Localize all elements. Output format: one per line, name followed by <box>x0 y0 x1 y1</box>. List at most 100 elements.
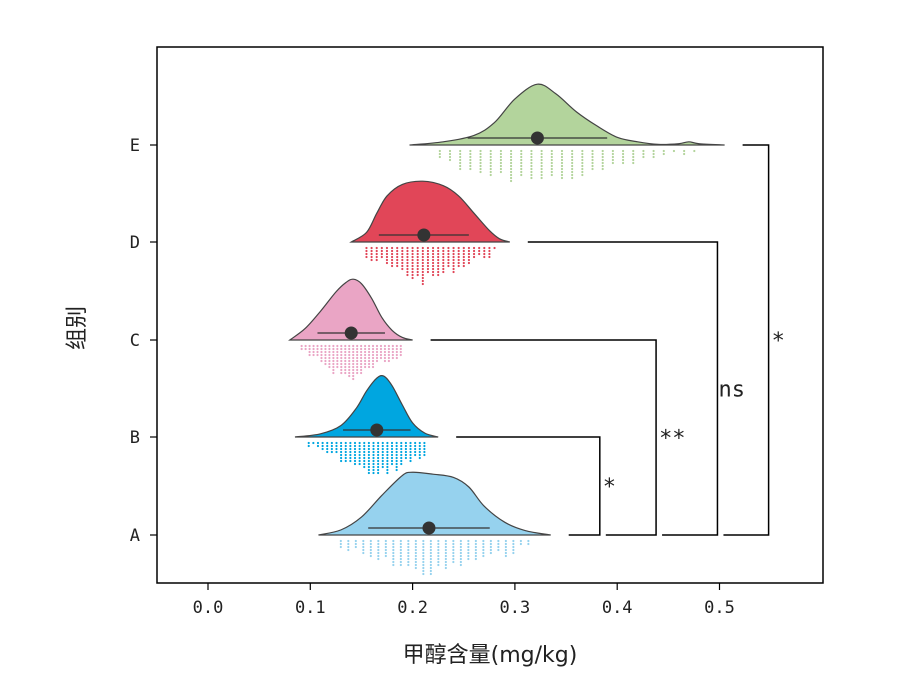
rain-dot-E <box>499 164 503 168</box>
rain-dot-D <box>452 270 455 274</box>
rain-dot-C <box>395 353 398 357</box>
rain-dot-C <box>328 362 331 366</box>
rain-dot-E <box>550 158 553 162</box>
rain-dot-E <box>683 152 686 156</box>
rain-dot-B <box>418 441 421 445</box>
rain-dot-B <box>353 453 357 457</box>
rain-dot-D <box>437 273 440 277</box>
rain-dot-D <box>411 273 414 277</box>
rain-dot-E <box>683 149 686 153</box>
rain-dot-A <box>414 557 417 561</box>
rain-dot-B <box>349 459 352 463</box>
rain-dot-E <box>571 149 574 153</box>
rain-dot-C <box>395 356 398 360</box>
rain-dot-D <box>365 246 368 250</box>
rain-dot-B <box>377 447 380 451</box>
rain-dot-C <box>324 359 327 363</box>
rain-dot-B <box>395 453 398 457</box>
rain-dot-A <box>422 548 425 552</box>
rain-dot-A <box>429 572 432 576</box>
rain-dot-C <box>364 347 367 351</box>
rain-dot-C <box>371 362 375 366</box>
rain-dot-C <box>360 353 363 357</box>
rain-dot-C <box>364 359 367 363</box>
rain-dot-C <box>344 356 347 360</box>
rain-dot-C <box>379 356 383 360</box>
rain-dot-B <box>395 468 398 472</box>
rain-dot-A <box>399 560 402 564</box>
rain-dot-A <box>377 557 380 561</box>
rain-dot-C <box>364 344 367 348</box>
rain-dot-D <box>380 252 383 256</box>
rain-dot-B <box>358 444 361 448</box>
rain-dot-A <box>399 539 402 543</box>
rain-dot-C <box>348 347 351 351</box>
rain-dot-D <box>396 258 399 262</box>
rain-dot-E <box>530 152 533 156</box>
y-tick-label-C: C <box>130 331 140 351</box>
rain-dot-A <box>444 551 447 555</box>
rain-dot-B <box>367 462 370 466</box>
rain-dot-E <box>581 155 584 159</box>
rain-dot-D <box>416 249 419 253</box>
rain-dot-D <box>396 249 399 253</box>
rain-dot-C <box>375 356 379 360</box>
rain-dot-D <box>457 252 460 256</box>
rain-dot-D <box>457 246 460 250</box>
rain-dot-D <box>483 255 486 259</box>
rain-dot-B <box>372 468 375 472</box>
rain-dot-A <box>339 545 342 549</box>
rain-dot-D <box>365 255 368 259</box>
rain-dot-E <box>591 155 594 159</box>
rain-dot-D <box>421 255 424 259</box>
rain-dot-D <box>452 267 455 271</box>
rain-dot-A <box>452 545 455 549</box>
rain-dot-B <box>367 453 370 457</box>
rain-dot-B <box>414 453 417 457</box>
rain-dot-B <box>395 447 398 451</box>
rain-dot-E <box>479 152 482 156</box>
rain-dot-A <box>497 548 500 552</box>
rain-dot-C <box>308 347 311 351</box>
rain-dot-A <box>399 548 402 552</box>
rain-dot-B <box>372 441 375 445</box>
rain-dot-B <box>400 450 403 454</box>
rain-dot-B <box>400 456 403 460</box>
rain-dot-C <box>336 350 339 354</box>
rain-dot-B <box>326 447 329 451</box>
rain-dot-A <box>407 563 410 567</box>
rain-dot-D <box>478 246 481 250</box>
rain-dot-A <box>459 545 462 549</box>
rain-dot-C <box>383 359 387 363</box>
rain-dot-A <box>362 548 365 552</box>
rain-dot-A <box>512 539 515 543</box>
rain-dot-C <box>316 353 319 357</box>
rain-dot-A <box>444 554 447 558</box>
rain-dot-A <box>497 542 500 546</box>
rain-dot-E <box>530 173 533 177</box>
bracket-A-C <box>430 339 657 536</box>
rain-dot-D <box>467 255 471 259</box>
rain-dot-B <box>363 459 366 463</box>
rain-dot-E <box>540 161 543 165</box>
rain-dot-D <box>452 258 455 262</box>
sig-label-A-C: ** <box>659 427 686 452</box>
rain-dot-A <box>339 539 342 543</box>
rain-dot-E <box>581 158 584 162</box>
rain-dot-C <box>364 365 367 369</box>
rain-dot-D <box>411 255 414 259</box>
rain-dot-E <box>448 158 452 162</box>
rain-dot-A <box>452 557 455 561</box>
rain-dot-B <box>423 450 426 454</box>
rain-dot-B <box>372 459 375 463</box>
rain-dot-D <box>421 249 424 253</box>
rain-dot-E <box>571 176 574 180</box>
rain-dot-C <box>332 368 335 372</box>
rain-dot-D <box>462 258 465 262</box>
rain-dot-A <box>452 560 455 564</box>
rain-dot-C <box>367 350 371 354</box>
rain-dot-A <box>407 539 410 543</box>
rain-dot-D <box>406 273 409 277</box>
rain-dot-D <box>483 252 486 256</box>
